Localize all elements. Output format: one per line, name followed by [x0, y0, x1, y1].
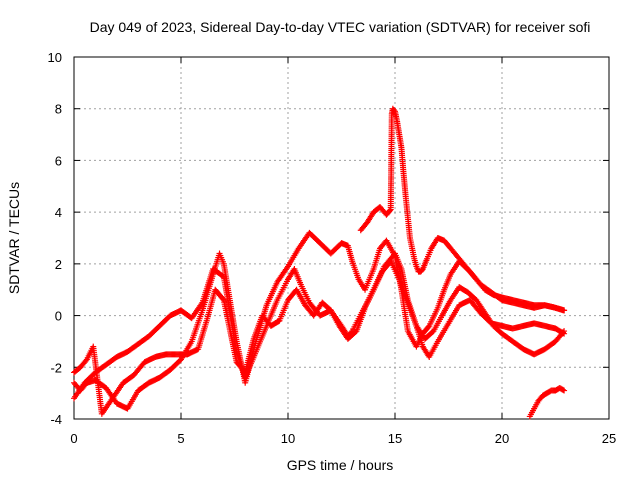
- y-tick-labels: -4 -2 0 2 4 6 8 10: [48, 50, 62, 427]
- y-axis-label: SDTVAR / TECUs: [6, 182, 22, 294]
- x-tick-label: 0: [70, 431, 77, 446]
- y-tick-label: -2: [50, 360, 62, 375]
- data-point: [386, 207, 393, 214]
- data-point: [390, 107, 397, 114]
- data-point: [559, 386, 566, 393]
- y-tick-label: 2: [55, 257, 62, 272]
- series-track-c: [71, 258, 568, 417]
- x-tick-label: 25: [602, 431, 616, 446]
- x-tick-label: 15: [388, 431, 402, 446]
- y-tick-label: 0: [55, 309, 62, 324]
- data-point: [561, 328, 568, 335]
- data-point: [82, 357, 89, 364]
- chart-title: Day 049 of 2023, Sidereal Day-to-day VTE…: [90, 19, 591, 35]
- x-axis-label: GPS time / hours: [287, 457, 394, 473]
- data-point: [425, 324, 432, 331]
- series-track-d: [357, 105, 568, 314]
- y-tick-label: 4: [55, 205, 62, 220]
- y-tick-label: 8: [55, 102, 62, 117]
- y-tick-label: 6: [55, 153, 62, 168]
- series-track-e: [526, 384, 568, 420]
- axis-ticks: [73, 56, 610, 420]
- x-tick-label: 10: [281, 431, 295, 446]
- data-points: [71, 105, 568, 420]
- x-tick-label: 20: [495, 431, 509, 446]
- y-tick-label: 10: [48, 50, 62, 65]
- plot-frame: [73, 56, 610, 420]
- data-point: [219, 295, 226, 302]
- y-tick-label: -4: [50, 412, 62, 427]
- x-tick-labels: 0 5 10 15 20 25: [70, 431, 616, 446]
- data-point: [559, 329, 566, 336]
- data-point: [561, 387, 568, 394]
- data-point: [561, 307, 568, 314]
- grid: [74, 57, 609, 419]
- x-tick-label: 5: [177, 431, 184, 446]
